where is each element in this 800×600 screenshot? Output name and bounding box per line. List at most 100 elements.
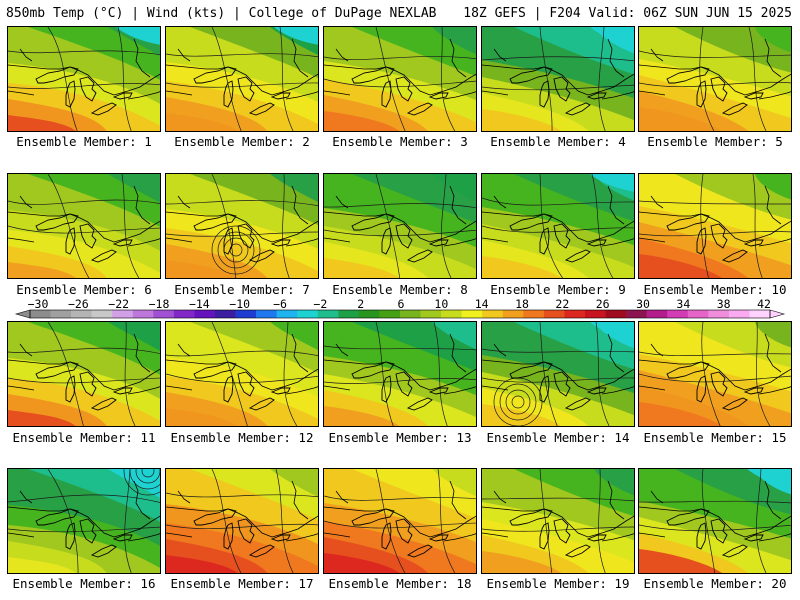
ensemble-member-label: Ensemble Member: 4	[490, 134, 626, 149]
border-line	[324, 237, 351, 243]
height-contour	[756, 469, 767, 573]
temperature-map	[324, 174, 476, 278]
colorbar-swatch	[646, 310, 668, 318]
temperature-band	[8, 27, 160, 80]
temperature-map	[324, 322, 476, 426]
lake-erie	[406, 102, 433, 116]
border-line	[335, 343, 349, 357]
lake-erie	[248, 544, 275, 558]
lake-erie	[90, 397, 117, 411]
temperature-band	[406, 469, 476, 497]
temperature-band	[482, 174, 634, 222]
border-line	[601, 238, 634, 247]
border-line	[127, 91, 160, 100]
ensemble-member-label: Ensemble Member: 18	[328, 576, 472, 591]
colorbar-swatch	[708, 310, 730, 318]
colorbar-swatch	[461, 310, 483, 318]
border-line	[493, 48, 507, 62]
height-contour	[441, 174, 452, 278]
border-line	[291, 333, 309, 373]
temperature-band	[733, 27, 791, 53]
colorbar-swatch	[626, 310, 647, 318]
border-line	[650, 195, 664, 209]
lake-michigan	[223, 522, 234, 550]
border-line	[285, 238, 318, 247]
closed-contour	[499, 383, 537, 421]
ensemble-panel	[323, 468, 477, 574]
ensemble-panel	[323, 321, 477, 427]
colorbar-strip	[14, 309, 786, 319]
height-contour	[748, 27, 767, 131]
temperature-band	[406, 27, 476, 55]
colorbar-tick-label: −26	[67, 297, 89, 311]
height-contour	[482, 348, 634, 353]
border-line	[449, 480, 467, 520]
height-contour	[211, 469, 242, 573]
temperature-band	[639, 27, 791, 73]
temperature-map	[324, 27, 476, 131]
lake-ontario	[112, 92, 133, 100]
lake-superior	[193, 66, 237, 84]
cold-pocket	[735, 469, 791, 487]
colorbar-swatch	[132, 310, 154, 318]
ensemble-panel	[165, 173, 319, 279]
temperature-band	[324, 27, 476, 77]
lake-michigan	[223, 375, 234, 403]
colorbar-swatch	[358, 310, 380, 318]
border-line	[8, 64, 160, 96]
colorbar-swatch	[317, 310, 339, 318]
border-line	[324, 211, 476, 243]
temperature-band	[733, 174, 791, 200]
height-contour	[375, 27, 406, 131]
height-contour	[482, 197, 634, 206]
lake-erie	[406, 544, 433, 558]
height-contour	[324, 520, 476, 529]
lake-superior	[509, 66, 553, 84]
temperature-band	[8, 174, 160, 227]
border-line	[482, 90, 509, 96]
closed-contour	[135, 469, 160, 484]
colorbar-swatch	[50, 310, 72, 318]
border-line	[443, 238, 476, 247]
cold-pocket	[578, 27, 634, 45]
border-line	[127, 533, 160, 542]
ensemble-panel	[638, 173, 792, 279]
border-line	[607, 38, 625, 78]
border-line	[482, 211, 634, 243]
temperature-map	[166, 174, 318, 278]
border-line	[493, 195, 507, 209]
border-line	[166, 90, 193, 96]
height-contour	[375, 174, 401, 278]
border-line	[482, 385, 509, 391]
lake-ontario	[270, 534, 291, 542]
border-line	[493, 343, 507, 357]
border-line	[335, 195, 349, 209]
lake-ontario	[270, 92, 291, 100]
temperature-band	[406, 174, 476, 202]
height-contour	[482, 225, 634, 233]
border-line	[639, 64, 791, 96]
height-contour	[8, 377, 160, 384]
border-line	[449, 38, 467, 78]
border-line	[482, 359, 634, 391]
lake-michigan	[381, 522, 392, 550]
closed-contour	[505, 389, 531, 415]
height-contour	[8, 347, 160, 354]
temperature-map	[8, 469, 160, 573]
border-line	[166, 64, 318, 96]
temperature-band	[166, 27, 318, 79]
cold-pocket	[104, 469, 160, 487]
border-line	[177, 490, 191, 504]
lake-huron	[395, 371, 413, 397]
height-contour	[211, 27, 242, 131]
height-contour	[324, 378, 476, 384]
border-line	[639, 211, 791, 243]
lake-michigan	[65, 80, 76, 108]
lake-huron	[395, 223, 413, 249]
lake-michigan	[539, 375, 550, 403]
chart-title: 850mb Temp (°C) | Wind (kts) | College o…	[6, 6, 437, 21]
border-line	[8, 211, 160, 243]
border-line	[639, 385, 666, 391]
border-line	[324, 90, 351, 96]
height-contour	[324, 78, 476, 88]
